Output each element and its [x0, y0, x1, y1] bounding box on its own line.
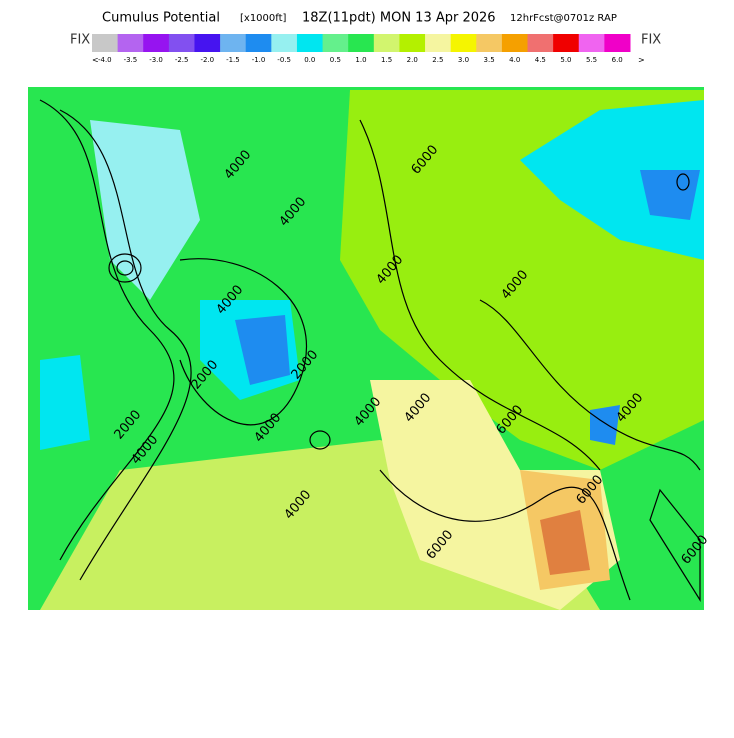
- colorbar-label: -1.5: [226, 56, 240, 64]
- colorbar-box: [220, 34, 247, 52]
- colorbar-greater: >: [638, 56, 645, 65]
- colorbar-label: -2.0: [200, 56, 214, 64]
- colorbar-box: [348, 34, 375, 52]
- colorbar-box: [450, 34, 477, 52]
- colorbar-box: [373, 34, 400, 52]
- colorbar-label: 4.0: [509, 56, 520, 64]
- colorbar-label: 0.0: [304, 56, 315, 64]
- colorbar-label: 3.0: [458, 56, 469, 64]
- colorbar-box: [578, 34, 605, 52]
- colorbar-label: 3.5: [484, 56, 495, 64]
- colorbar-label: 1.0: [355, 56, 366, 64]
- colorbar-box: [143, 34, 170, 52]
- colorbar-label: 2.0: [407, 56, 418, 64]
- colorbar-box: [168, 34, 195, 52]
- map: [28, 87, 704, 610]
- colorbar-box: [604, 34, 631, 52]
- colorbar-label: -3.5: [124, 56, 138, 64]
- colorbar-box: [296, 34, 324, 52]
- colorbar-box: [322, 34, 349, 52]
- colorbar-box: [117, 34, 144, 52]
- valid-time: 18Z(11pdt) MON 13 Apr 2026: [302, 11, 496, 26]
- colorbar-box: [92, 34, 119, 52]
- colorbar-box: [527, 34, 554, 52]
- colorbar-label: -4.0: [98, 56, 112, 64]
- colorbar-right: FIX: [641, 33, 661, 48]
- colorbar-label: -1.0: [252, 56, 266, 64]
- colorbar-box: [194, 34, 221, 52]
- colorbar-label: 0.5: [330, 56, 341, 64]
- colorbar-label: 6.0: [612, 56, 623, 64]
- colorbar-box: [425, 34, 452, 52]
- colorbar-label: 5.0: [560, 56, 571, 64]
- colorbar-box: [245, 34, 272, 52]
- colorbar-left: FIX: [70, 33, 90, 48]
- colorbar-box: [476, 34, 503, 52]
- colorbar-label: -3.0: [149, 56, 163, 64]
- colorbar-less: <: [92, 56, 99, 65]
- colorbar: -4.0 -3.5 -3.0 -2.5 -2.0 -1.5 -1.0 -0.5 0.0 0.5 1.…: [92, 34, 631, 64]
- colorbar-label: 5.5: [586, 56, 597, 64]
- forecast: 12hrFcst@0701z RAP: [510, 13, 617, 24]
- colorbar-label: 2.5: [432, 56, 443, 64]
- colorbar-box: [399, 34, 426, 52]
- colorbar-label: -0.5: [277, 56, 291, 64]
- colorbar-box: [271, 34, 298, 52]
- units: [x1000ft]: [240, 13, 287, 24]
- colorbar-label: -2.5: [175, 56, 189, 64]
- colorbar-label: 4.5: [535, 56, 546, 64]
- colorbar-box: [501, 34, 529, 52]
- colorbar-box: [553, 34, 580, 52]
- title: Cumulus Potential: [102, 11, 220, 26]
- colorbar-label: 1.5: [381, 56, 392, 64]
